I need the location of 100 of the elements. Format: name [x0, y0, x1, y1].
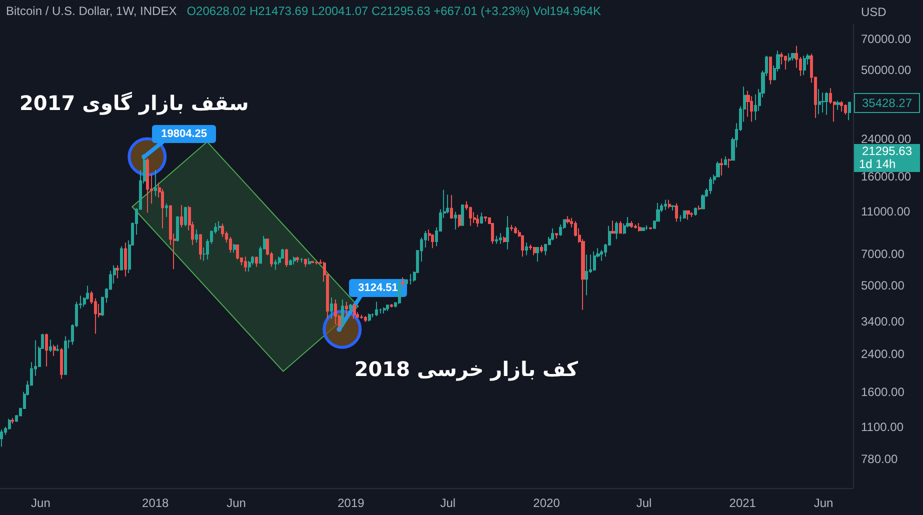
- candlestick: [484, 216, 487, 222]
- y-tick-label: 2400.00: [861, 346, 905, 361]
- candlestick: [791, 52, 795, 61]
- candlestick: [398, 278, 401, 304]
- candlestick: [499, 232, 502, 244]
- y-tick-label: 5000.00: [861, 278, 905, 292]
- candlestick: [360, 314, 363, 320]
- annotation: 35428.27: [854, 93, 920, 114]
- text: 21295.63: [860, 144, 914, 158]
- candlestick: [675, 202, 678, 222]
- x-tick-label: 2018: [142, 496, 170, 510]
- y-tick-label: 70000.00: [861, 32, 912, 46]
- x-tick-label: Jul: [440, 496, 456, 510]
- candlestick: [664, 199, 667, 211]
- candlestick: [304, 258, 307, 268]
- y-tick-label: 3400.00: [861, 314, 905, 328]
- candlestick: [431, 234, 434, 249]
- candlestick: [641, 226, 645, 232]
- candlestick: [476, 214, 479, 228]
- candlestick: [289, 258, 292, 266]
- candlestick: [536, 247, 539, 262]
- candlestick: [56, 344, 59, 352]
- candlestick: [514, 226, 517, 234]
- candlestick: [49, 339, 52, 353]
- y-tick-label: 24000.00: [861, 132, 912, 146]
- candlestick: [638, 222, 641, 232]
- candlestick: [244, 256, 247, 272]
- candlestick: [848, 102, 851, 121]
- candlestick: [454, 211, 457, 230]
- candlestick: [60, 347, 63, 380]
- candlestick: [683, 210, 686, 220]
- candlestick: [525, 242, 528, 256]
- candlestick: [803, 55, 806, 76]
- candlestick: [341, 298, 344, 328]
- candlestick: [53, 344, 56, 356]
- candlestick: [503, 236, 506, 244]
- candlestick: [296, 256, 299, 263]
- candlestick: [386, 304, 389, 312]
- candlestick: [199, 234, 202, 260]
- candlestick: [690, 212, 693, 218]
- annotation: 19804.25: [152, 124, 216, 143]
- x-tick-label: Jun: [226, 496, 246, 510]
- y-tick-label: 16000.00: [861, 170, 912, 184]
- candlestick: [694, 207, 697, 216]
- candlestick: [533, 246, 536, 256]
- x-tick-label: Jun: [814, 496, 834, 510]
- chart-subtitle: O20628.02 H21473.69 L20041.07 C21295.63 +667.01 (+3.23%) Vol194.964K: [186, 4, 602, 18]
- candlestick: [506, 216, 509, 250]
- text: 1d 14h: [858, 157, 897, 171]
- candlestick: [311, 260, 314, 264]
- candlestick: [401, 276, 404, 287]
- annotation: 3124.51: [349, 279, 407, 298]
- candlestick: [390, 303, 393, 308]
- candlestick: [821, 92, 825, 114]
- candlestick: [0, 428, 3, 448]
- candlestick: [634, 224, 637, 229]
- candlestick: [353, 303, 356, 320]
- y-tick-label: 11000.00: [861, 204, 910, 219]
- candlestick: [510, 224, 513, 232]
- candlestick: [724, 156, 727, 166]
- candlestick: [383, 306, 386, 314]
- candlestick: [375, 301, 378, 317]
- candlestick: [364, 316, 367, 322]
- candlestick: [248, 260, 251, 272]
- candlestick: [116, 264, 119, 279]
- candlestick: [788, 52, 791, 62]
- candlestick: [649, 226, 652, 230]
- x-tick-label: 2020: [533, 496, 560, 510]
- candlestick: [154, 169, 157, 197]
- candlestick: [218, 220, 221, 231]
- candlestick: [315, 261, 318, 266]
- candlestick: [368, 313, 371, 322]
- candlestick: [285, 248, 288, 268]
- candlestick: [593, 250, 596, 272]
- candlestick: [540, 244, 543, 254]
- candlestick: [345, 301, 348, 317]
- candlestick: [349, 303, 352, 313]
- candlestick: [446, 194, 449, 214]
- chart-title: Bitcoin / U.S. Dollar, 1W, INDEX: [6, 4, 177, 18]
- candlestick: [671, 204, 675, 211]
- y-tick-label: 50000.00: [861, 63, 912, 78]
- candlestick: [825, 92, 828, 116]
- candlestick: [461, 204, 464, 226]
- y-axis-title: USD: [861, 5, 887, 19]
- candlestick: [495, 235, 498, 244]
- x-tick-label: 2019: [338, 496, 365, 510]
- candlestick: [769, 56, 772, 85]
- y-tick-label: 1600.00: [861, 384, 905, 399]
- candlestick: [146, 158, 149, 214]
- annotation: سقف بازار گاوی 2017: [20, 90, 249, 115]
- candlestick: [308, 258, 311, 264]
- candlestick: [844, 104, 847, 116]
- candlestick: [233, 243, 236, 254]
- candlestick: [630, 220, 633, 228]
- candlestick: [450, 194, 453, 220]
- candlestick: [176, 216, 179, 242]
- candlestick: [686, 210, 690, 220]
- candlestick: [555, 232, 558, 240]
- candlestick: [480, 212, 483, 224]
- candlestick: [165, 203, 168, 218]
